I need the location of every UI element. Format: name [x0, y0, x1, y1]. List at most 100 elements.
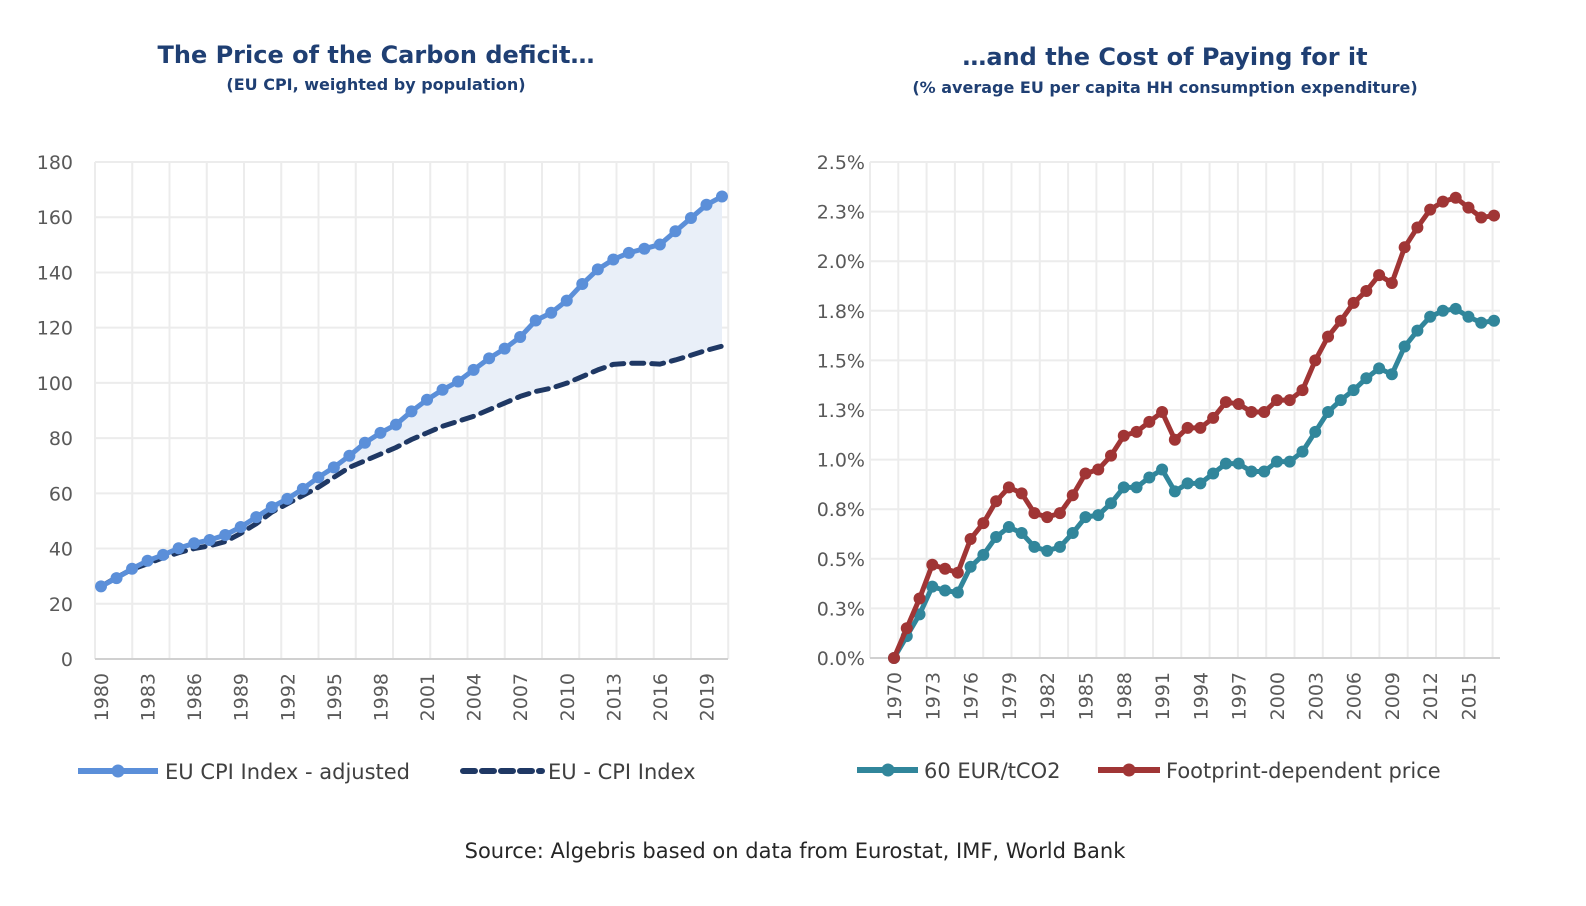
left-chart: 0 20 40 60 80 100 120 140 160 180 1980 1983 1986 1989… — [37, 152, 730, 721]
data-point-eu-cpi-index-adjusted — [684, 212, 697, 225]
data-point-footprint-dependent-price — [1462, 201, 1475, 214]
x-tick-label: 2006 — [1344, 672, 1366, 720]
data-point-footprint-dependent-price — [1219, 396, 1232, 409]
y-tick-label: 2.0% — [817, 251, 865, 273]
data-point-footprint-dependent-price — [900, 622, 913, 635]
data-point-eu-cpi-index-adjusted — [172, 542, 185, 555]
data-point-60-eur-tco2 — [977, 548, 990, 561]
data-point-eu-cpi-index-adjusted — [296, 482, 309, 495]
data-point-60-eur-tco2 — [1373, 362, 1386, 375]
data-point-60-eur-tco2 — [951, 586, 964, 599]
data-point-eu-cpi-index-adjusted — [95, 580, 107, 593]
data-point-60-eur-tco2 — [1168, 485, 1181, 498]
y-tick-label: 0.8% — [817, 499, 865, 521]
data-point-60-eur-tco2 — [1015, 527, 1028, 540]
data-point-eu-cpi-index-adjusted — [312, 471, 325, 484]
x-tick-label: 1992 — [277, 673, 299, 721]
data-point-footprint-dependent-price — [1053, 507, 1066, 520]
data-point-eu-cpi-index-adjusted — [591, 263, 604, 276]
data-point-60-eur-tco2 — [1028, 540, 1041, 553]
data-point-footprint-dependent-price — [1117, 429, 1130, 442]
data-point-60-eur-tco2 — [1475, 316, 1488, 329]
y-tick-label: 1.3% — [817, 400, 865, 422]
x-tick-label: 2001 — [417, 673, 439, 721]
data-point-footprint-dependent-price — [977, 517, 990, 530]
y-tick-label: 180 — [37, 152, 73, 174]
data-point-60-eur-tco2 — [1143, 471, 1156, 484]
y-tick-label: 120 — [37, 318, 73, 340]
data-point-footprint-dependent-price — [1041, 511, 1054, 524]
legend-marker-footprint — [1122, 763, 1136, 777]
x-tick-label: 1980 — [91, 673, 113, 721]
data-point-60-eur-tco2 — [1449, 302, 1462, 315]
x-tick-label: 2004 — [464, 673, 486, 721]
x-tick-label: 1988 — [1114, 672, 1136, 720]
data-point-60-eur-tco2 — [1424, 310, 1437, 323]
data-point-eu-cpi-index-adjusted — [700, 198, 713, 211]
data-point-eu-cpi-index-adjusted — [529, 314, 542, 327]
data-point-eu-cpi-index-adjusted — [219, 529, 232, 542]
data-point-footprint-dependent-price — [1488, 209, 1500, 222]
data-point-footprint-dependent-price — [1232, 398, 1245, 411]
data-point-eu-cpi-index-adjusted — [141, 554, 154, 567]
legend-label-footprint: Footprint-dependent price — [1166, 759, 1441, 783]
data-point-60-eur-tco2 — [1398, 340, 1411, 353]
x-tick-label: 2000 — [1267, 672, 1289, 720]
right-chart: 0.0% 0.3% 0.5% 0.8% 1.0% 1.3% 1.5% 1.8% 2.0% 2.3%… — [817, 152, 1500, 720]
data-point-60-eur-tco2 — [1156, 463, 1169, 476]
y-tick-label: 0.0% — [817, 648, 865, 670]
data-point-footprint-dependent-price — [1283, 394, 1296, 407]
data-point-footprint-dependent-price — [1296, 384, 1309, 397]
data-point-eu-cpi-index-adjusted — [421, 393, 434, 406]
y-tick-label: 2.5% — [817, 152, 865, 174]
data-point-footprint-dependent-price — [1411, 221, 1424, 234]
right-legend: 60 EUR/tCO2 Footprint-dependent price — [857, 759, 1441, 783]
data-point-60-eur-tco2 — [1041, 544, 1054, 557]
data-point-eu-cpi-index-adjusted — [467, 363, 480, 376]
y-tick-label: 0.3% — [817, 598, 865, 620]
x-tick-label: 2019 — [696, 673, 718, 721]
data-point-eu-cpi-index-adjusted — [560, 294, 573, 307]
data-point-60-eur-tco2 — [1322, 405, 1335, 418]
data-point-60-eur-tco2 — [1462, 310, 1475, 323]
x-tick-label: 2013 — [603, 673, 625, 721]
data-point-eu-cpi-index-adjusted — [638, 242, 651, 255]
x-tick-label: 1985 — [1075, 672, 1097, 720]
data-point-footprint-dependent-price — [1002, 481, 1015, 494]
data-point-footprint-dependent-price — [1270, 394, 1283, 407]
y-tick-label: 100 — [37, 373, 73, 395]
data-point-footprint-dependent-price — [1360, 284, 1373, 297]
data-point-footprint-dependent-price — [1347, 296, 1360, 309]
data-point-footprint-dependent-price — [1028, 507, 1041, 520]
data-point-60-eur-tco2 — [1105, 497, 1118, 510]
data-point-60-eur-tco2 — [1245, 465, 1258, 478]
data-point-footprint-dependent-price — [1334, 314, 1347, 327]
data-point-eu-cpi-index-adjusted — [452, 375, 465, 388]
data-point-60-eur-tco2 — [1079, 511, 1092, 524]
data-point-footprint-dependent-price — [1168, 433, 1181, 446]
series-line-eu-cpi-index — [98, 343, 725, 589]
data-point-footprint-dependent-price — [964, 532, 977, 545]
data-point-eu-cpi-index-adjusted — [405, 405, 418, 418]
data-point-eu-cpi-index-adjusted — [203, 533, 216, 546]
right-chart-subtitle: (% average EU per capita HH consumption … — [912, 78, 1417, 97]
data-point-eu-cpi-index-adjusted — [327, 461, 340, 474]
data-point-eu-cpi-index-adjusted — [110, 572, 123, 585]
left-legend: EU CPI Index - adjusted EU - CPI Index — [78, 760, 696, 784]
x-tick-label: 1983 — [138, 673, 160, 721]
data-point-60-eur-tco2 — [1053, 540, 1066, 553]
data-point-eu-cpi-index-adjusted — [716, 190, 728, 203]
y-tick-label: 160 — [37, 207, 73, 229]
x-tick-label: 2003 — [1305, 672, 1327, 720]
data-point-eu-cpi-index-adjusted — [281, 492, 294, 505]
data-point-60-eur-tco2 — [990, 530, 1003, 543]
data-point-footprint-dependent-price — [1475, 211, 1488, 224]
data-point-eu-cpi-index-adjusted — [669, 225, 682, 238]
x-tick-label: 2009 — [1382, 672, 1404, 720]
legend-label-cpi: EU - CPI Index — [548, 760, 696, 784]
data-point-eu-cpi-index-adjusted — [607, 253, 620, 266]
data-point-footprint-dependent-price — [1398, 241, 1411, 254]
left-chart-subtitle: (EU CPI, weighted by population) — [226, 75, 525, 94]
data-point-60-eur-tco2 — [1258, 465, 1271, 478]
data-point-60-eur-tco2 — [1117, 481, 1130, 494]
